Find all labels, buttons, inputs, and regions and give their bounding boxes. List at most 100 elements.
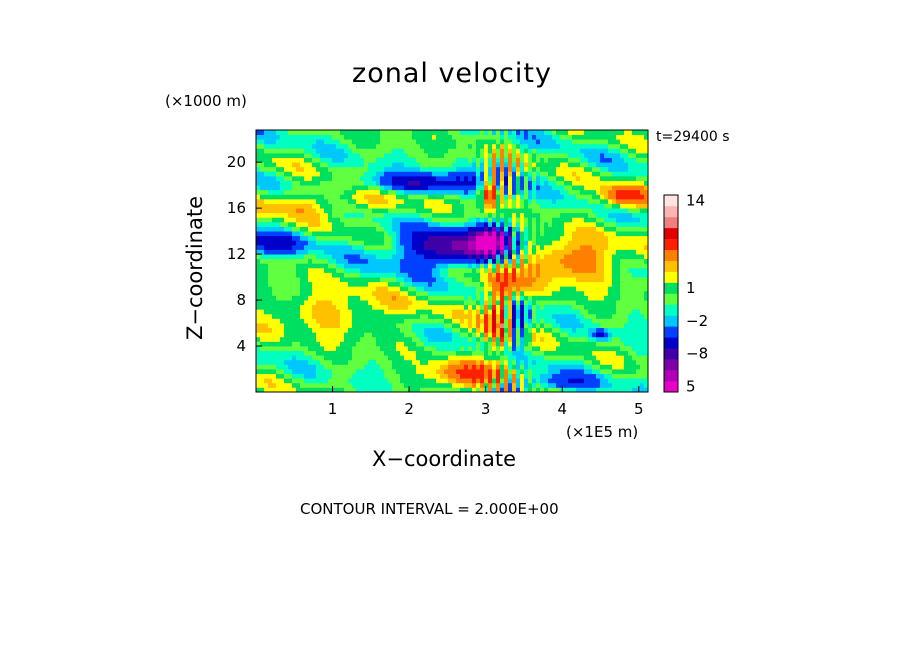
heatmap-cell [516, 332, 521, 338]
heatmap-cell [272, 217, 277, 223]
heatmap-cell [548, 134, 553, 140]
heatmap-cell [336, 171, 341, 177]
heatmap-cell [316, 217, 321, 223]
heatmap-cell [460, 226, 465, 232]
heatmap-cell [320, 175, 325, 181]
heatmap-cell [376, 175, 381, 181]
heatmap-cell [328, 152, 333, 158]
heatmap-cell [428, 336, 433, 342]
heatmap-cell [440, 382, 445, 388]
heatmap-cell [332, 267, 337, 273]
heatmap-cell [272, 346, 277, 352]
heatmap-cell [300, 277, 305, 283]
heatmap-cell [392, 217, 397, 223]
heatmap-cell [344, 134, 349, 140]
heatmap-cell [400, 171, 405, 177]
heatmap-cell [328, 217, 333, 223]
heatmap-cell [404, 336, 409, 342]
heatmap-cell [316, 364, 321, 370]
heatmap-cell [260, 277, 265, 283]
heatmap-cell [428, 346, 433, 352]
heatmap-cell [528, 313, 533, 319]
heatmap-cell [580, 382, 585, 388]
heatmap-cell [488, 139, 493, 145]
heatmap-cell [464, 300, 469, 306]
heatmap-cell [588, 258, 593, 264]
heatmap-cell [460, 355, 465, 361]
heatmap-cell [476, 175, 481, 181]
heatmap-cell [492, 249, 497, 255]
heatmap-cell [340, 263, 345, 269]
heatmap-cell [560, 313, 565, 319]
heatmap-cell [432, 203, 437, 209]
heatmap-cell [600, 217, 605, 223]
heatmap-cell [320, 240, 325, 246]
heatmap-cell [512, 355, 517, 361]
heatmap-cell [276, 318, 281, 324]
heatmap-cell [424, 130, 429, 135]
heatmap-cell [280, 277, 285, 283]
heatmap-cell [504, 198, 509, 204]
heatmap-cell [508, 281, 513, 287]
heatmap-cell [512, 387, 517, 393]
heatmap-cell [356, 300, 361, 306]
heatmap-cell [280, 323, 285, 329]
heatmap-cell [504, 277, 509, 283]
heatmap-cell [596, 139, 601, 145]
heatmap-cell [540, 194, 545, 200]
heatmap-cell [568, 212, 573, 218]
heatmap-cell [336, 300, 341, 306]
heatmap-cell [332, 221, 337, 227]
heatmap-cell [360, 290, 365, 296]
heatmap-cell [388, 171, 393, 177]
heatmap-cell [448, 387, 453, 393]
heatmap-cell [392, 130, 397, 135]
heatmap-cell [560, 346, 565, 352]
heatmap-cell [372, 313, 377, 319]
heatmap-cell [352, 272, 357, 278]
heatmap-cell [492, 162, 497, 168]
heatmap-cell [432, 148, 437, 154]
heatmap-cell [332, 309, 337, 315]
heatmap-cell [288, 185, 293, 191]
heatmap-cell [552, 359, 557, 365]
heatmap-cell [296, 226, 301, 232]
heatmap-cell [424, 212, 429, 218]
heatmap-cell [440, 139, 445, 145]
heatmap-cell [420, 281, 425, 287]
heatmap-cell [360, 364, 365, 370]
heatmap-cell [576, 208, 581, 214]
heatmap-cell [364, 212, 369, 218]
heatmap-cell [360, 295, 365, 301]
heatmap-cell [452, 263, 457, 269]
heatmap-cell [400, 323, 405, 329]
heatmap-cell [480, 286, 485, 292]
heatmap-cell [472, 258, 477, 264]
heatmap-cell [276, 249, 281, 255]
heatmap-cell [580, 318, 585, 324]
heatmap-cell [268, 194, 273, 200]
heatmap-cell [384, 258, 389, 264]
heatmap-cell [372, 208, 377, 214]
heatmap-cell [496, 281, 501, 287]
heatmap-cell [596, 157, 601, 163]
heatmap-cell [264, 175, 269, 181]
heatmap-cell [548, 387, 553, 393]
heatmap-cell [536, 277, 541, 283]
x-axis-label: X−coordinate [372, 447, 516, 471]
heatmap-cell [320, 254, 325, 260]
heatmap-cell [568, 309, 573, 315]
heatmap-cell [416, 346, 421, 352]
heatmap-cell [568, 162, 573, 168]
heatmap-cell [600, 244, 605, 250]
heatmap-cell [456, 194, 461, 200]
heatmap-cell [356, 171, 361, 177]
heatmap-cell [292, 235, 297, 241]
heatmap-cell [304, 171, 309, 177]
heatmap-cell [420, 175, 425, 181]
heatmap-cell [440, 286, 445, 292]
heatmap-cell [584, 355, 589, 361]
heatmap-cell [504, 369, 509, 375]
heatmap-cell [320, 267, 325, 273]
heatmap-cell [464, 327, 469, 333]
